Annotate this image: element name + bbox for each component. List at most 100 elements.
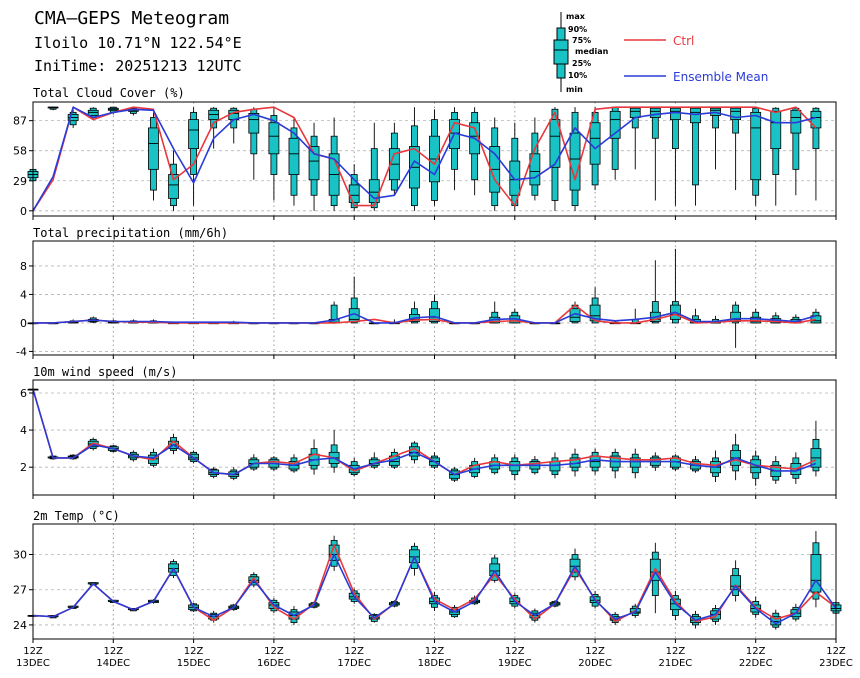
box-mark (148, 112, 159, 201)
box-legend-p90: 90% (568, 25, 587, 34)
box-inner (690, 107, 701, 124)
panel-frame (32, 523, 837, 640)
x-tick-label-time: 12Z (184, 646, 204, 657)
chart-title: CMA—GEPS Meteogram (34, 8, 229, 29)
y-tick-label: 24 (13, 619, 27, 632)
box-inner (589, 122, 601, 165)
y-tick-label: 4 (20, 424, 27, 437)
box-legend-p25: 25% (572, 59, 591, 68)
box-inner (609, 110, 621, 139)
x-tick-label-time: 12Z (585, 646, 605, 657)
box-inner (208, 109, 220, 121)
box-legend-median-label: median (575, 47, 609, 56)
y-tick-label: 87 (13, 115, 27, 128)
x-tick-label-date: 13DEC (16, 658, 50, 669)
box-mark (810, 308, 822, 324)
panel-title: Total precipitation (mm/6h) (33, 226, 228, 240)
panel-frame (32, 379, 837, 496)
box-mark (489, 117, 501, 211)
y-tick-label: 4 (20, 288, 27, 301)
box-mark (750, 107, 762, 206)
ensemble-mean-line (32, 553, 837, 625)
x-tick-label-time: 12Z (344, 646, 364, 657)
box-inner (549, 461, 561, 472)
box-inner (348, 184, 360, 203)
box-inner (509, 461, 521, 472)
x-tick-label-time: 12Z (104, 646, 124, 657)
box-inner (730, 107, 742, 121)
box-mark (348, 164, 360, 211)
box-mark (328, 117, 340, 211)
x-tick-label-date: 16DEC (257, 658, 291, 669)
box-inner (248, 113, 260, 134)
box-mark (810, 531, 822, 608)
box-inner (288, 137, 300, 175)
box-legend: max 90% 75% median 25% 10% min (553, 12, 609, 94)
panel-1: Total precipitation (mm/6h) -4 0 4 8 (16, 226, 837, 359)
init-time-label: IniTime: 20251213 12UTC (34, 57, 242, 75)
box-inner (87, 109, 99, 116)
x-tick-label-date: 17DEC (337, 658, 371, 669)
x-tick-label-time: 12Z (666, 646, 686, 657)
box-inner (308, 146, 320, 181)
panel-title: 2m Temp (°C) (33, 509, 120, 523)
x-tick-label-time: 12Z (425, 646, 445, 657)
panel-0: Total Cloud Cover (%) 0 29 58 87 (13, 86, 837, 220)
box-inner (649, 107, 661, 118)
x-tick-label-date: 14DEC (96, 658, 130, 669)
panel-2: 10m wind speed (m/s) 2 4 6 (20, 365, 837, 499)
panel-frame (32, 240, 837, 356)
box-inner (629, 457, 641, 468)
box-inner (750, 111, 762, 181)
box-mark (308, 122, 320, 211)
y-tick-label: 30 (13, 549, 27, 562)
box-mark (168, 150, 179, 211)
y-tick-label: 8 (20, 260, 27, 273)
x-tick-label-date: 15DEC (177, 658, 211, 669)
x-tick-label-time: 12Z (746, 646, 766, 657)
box-mark (730, 106, 742, 191)
legend-ctrl-label: Ctrl (673, 34, 694, 48)
box-inner (148, 127, 159, 170)
box-inner (529, 153, 541, 186)
box-inner (509, 160, 521, 196)
box-inner (429, 308, 440, 322)
box-inner (549, 119, 561, 168)
box-mark (208, 107, 220, 149)
box-inner (569, 132, 581, 191)
box-mark (810, 420, 822, 477)
legend-mean-label: Ensemble Mean (673, 70, 768, 84)
box-legend-p75: 75% (572, 36, 591, 45)
box-inner (629, 107, 641, 118)
box-legend-inner-box (553, 39, 569, 65)
x-tick-label-date: 23DEC (819, 658, 853, 669)
box-legend-min: min (566, 85, 583, 94)
box-inner (188, 119, 200, 150)
box-inner (730, 575, 742, 591)
box-mark (268, 107, 280, 201)
y-tick-label: 27 (13, 584, 27, 597)
box-mark (529, 117, 541, 201)
panel-title: 10m wind speed (m/s) (33, 365, 178, 379)
x-tick-label-time: 12Z (505, 646, 525, 657)
x-tick-label-date: 19DEC (498, 658, 532, 669)
box-mark (730, 301, 742, 348)
panel-title: Total Cloud Cover (%) (33, 86, 185, 100)
x-tick-label-time: 12Z (264, 646, 284, 657)
box-legend-max: max (566, 12, 586, 21)
x-tick-label-time: 12Z (23, 646, 43, 657)
x-tick-label-date: 20DEC (578, 658, 612, 669)
y-tick-label: 29 (13, 175, 27, 188)
box-inner (670, 107, 681, 121)
y-tick-label: 0 (20, 205, 27, 218)
y-tick-label: -4 (16, 345, 27, 358)
y-tick-label: 2 (20, 461, 27, 474)
y-tick-label: 58 (13, 145, 27, 158)
box-mark (509, 122, 521, 211)
ensemble-mean-line (33, 311, 817, 324)
x-tick-label-date: 18DEC (418, 658, 452, 669)
ensemble-mean-line (32, 389, 817, 476)
panel-frame (32, 101, 837, 217)
location-label: Iloilo 10.71°N 122.54°E (34, 34, 242, 52)
